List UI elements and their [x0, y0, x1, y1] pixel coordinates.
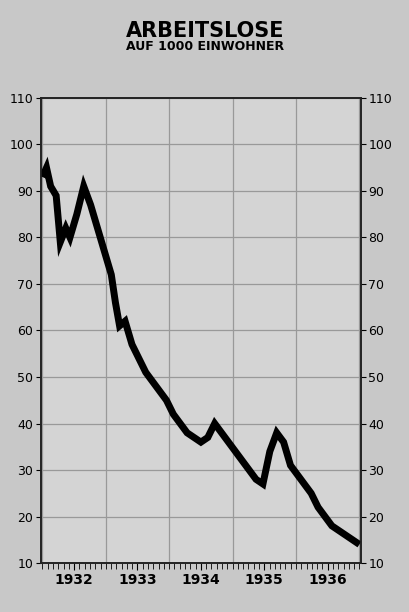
Text: AUF 1000 EINWOHNER: AUF 1000 EINWOHNER	[126, 40, 283, 53]
Text: ARBEITSLOSE: ARBEITSLOSE	[126, 21, 283, 42]
